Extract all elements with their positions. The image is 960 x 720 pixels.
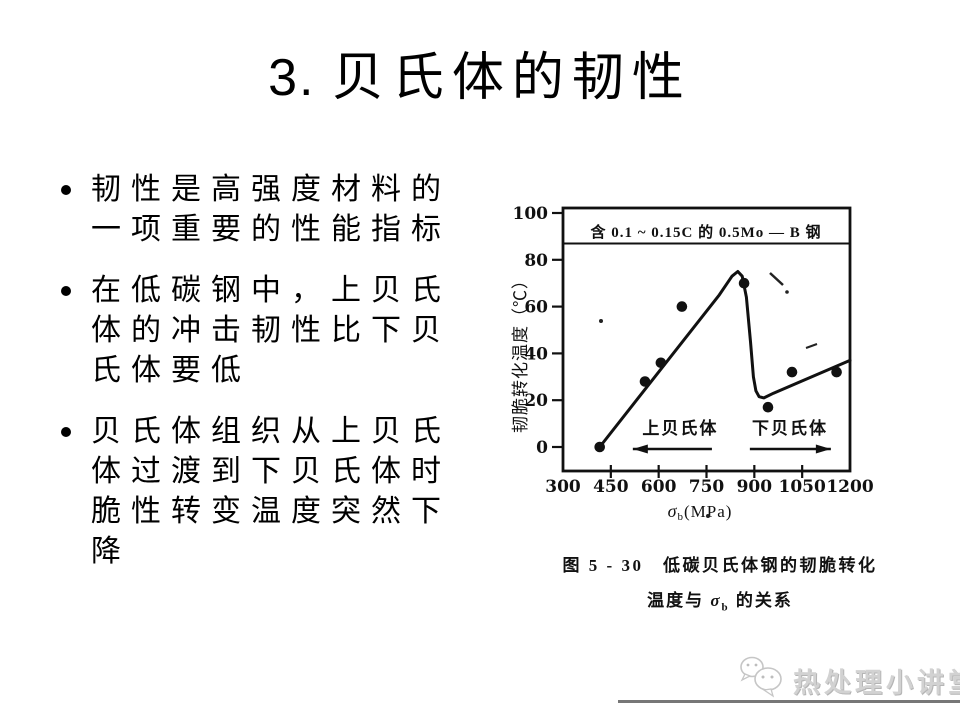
data-point [738,277,750,289]
region-label: 上贝氏体 [642,418,718,438]
x-tick-label: 1200 [826,477,873,497]
bullet-marker [61,286,71,296]
title-text: 贝氏体的韧性 [331,50,692,107]
region-label: 下贝氏体 [752,418,828,438]
sigma-subscript: b [721,601,730,614]
y-tick-label: 40 [524,344,548,364]
y-tick-label: 0 [536,438,548,458]
data-point [762,401,774,413]
scan-artifact [785,290,789,294]
data-point [786,366,798,378]
bullet-marker [61,427,71,437]
x-tick-label: 1050 [779,477,826,497]
y-axis-label: 韧脆转化温度（℃） [511,271,530,433]
bullet-text: 韧性是高强度材料的 一项重要的性能指标 [91,173,451,246]
data-point [655,357,667,369]
page-title: 3. 贝氏体的韧性 [0,46,960,111]
channel-watermark: 热处理小讲堂 [735,653,960,699]
wechat-chat-bubbles-icon [740,656,782,698]
scan-artifact [769,272,784,286]
sigma-symbol: σ [668,501,678,521]
scan-artifact [706,514,710,518]
footer-divider-line [618,700,960,703]
bullet-marker [61,185,71,195]
y-tick-label: 20 [524,391,548,411]
y-tick-label: 80 [524,251,548,271]
x-tick-label: 600 [641,477,677,497]
transition-temperature-chart: 含 0.1 ~ 0.15C 的 0.5Mo — B 钢 韧脆转化温度（℃） σb… [511,204,874,523]
x-tick-label: 450 [593,477,629,497]
x-axis-label: σb(MPa) [668,501,733,523]
list-item: 韧性是高强度材料的 一项重要的性能指标 [55,170,485,250]
sigma-subscript: b [677,511,684,523]
figure-caption: 图 5 - 30 低碳贝氏体钢的韧脆转化 温度与 σb 的关系 [520,551,920,613]
y-tick-label: 100 [513,204,549,224]
left-arrowhead [632,444,648,454]
y-tick-label: 60 [524,298,548,318]
trend-curve [598,270,852,449]
bullet-text: 在低碳钢中，上贝氏 体的冲击韧性比下贝 氏体要低 [91,274,451,387]
data-point [676,301,688,312]
data-point [831,366,842,378]
list-item: 贝氏体组织从上贝氏 体过渡到下贝氏体时 脆性转变温度突然下 降 [55,412,485,572]
right-arrowhead [815,444,831,454]
x-tick-label: 750 [689,477,725,497]
title-number: 3. [268,49,332,107]
data-point [639,376,651,387]
data-point [594,441,605,453]
list-item: 在低碳钢中，上贝氏 体的冲击韧性比下贝 氏体要低 [55,271,485,391]
x-axis-unit: (MPa) [684,502,732,521]
scan-artifact [599,319,603,323]
scan-artifact [805,343,818,349]
x-tick-label: 900 [737,477,773,497]
sigma-symbol: σ [710,591,722,610]
caption-line2: 温度与 σb 的关系 [647,591,793,614]
watermark-text: 热处理小讲堂 [793,668,960,698]
bullet-list: 韧性是高强度材料的 一项重要的性能指标 在低碳钢中，上贝氏 体的冲击韧性比下贝 … [55,170,485,593]
chart-annotation: 含 0.1 ~ 0.15C 的 0.5Mo — B 钢 [590,223,821,241]
x-tick-label: 300 [545,477,581,497]
bullet-text: 贝氏体组织从上贝氏 体过渡到下贝氏体时 脆性转变温度突然下 降 [91,415,451,568]
caption-line1: 图 5 - 30 低碳贝氏体钢的韧脆转化 [562,556,878,575]
